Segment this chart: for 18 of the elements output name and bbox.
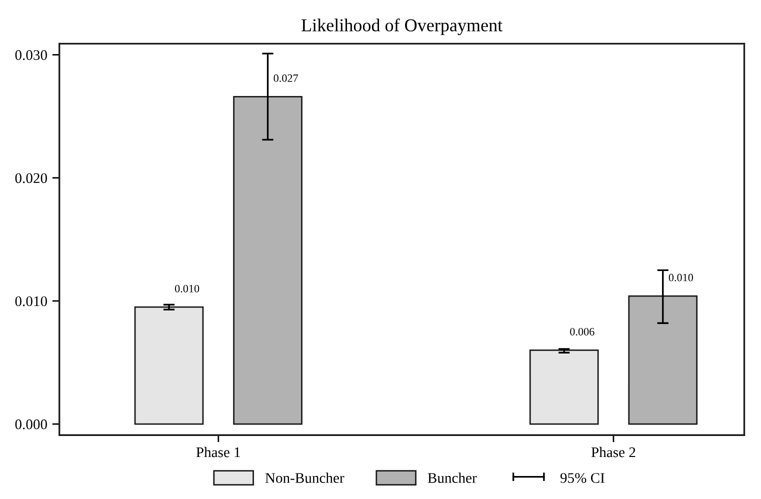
data-label: 0.027 — [274, 74, 298, 82]
y-tick-label: 0.020 — [15, 173, 47, 184]
x-tick-label: Phase 2 — [591, 446, 636, 458]
legend-label: Non-Buncher — [265, 472, 344, 483]
text: 95% CI — [560, 473, 604, 483]
data-label: 0.006 — [570, 328, 594, 336]
x-tick-label: Phase 1 — [196, 446, 240, 458]
data-label: 0.010 — [174, 284, 200, 292]
bar — [233, 96, 302, 425]
bar — [134, 306, 204, 425]
data-label: 0.010 — [668, 274, 693, 282]
y-tick-label: 0.010 — [15, 296, 47, 306]
bar — [628, 295, 698, 425]
legend-label: Buncher — [428, 472, 477, 483]
chart-title: Likelihood of Overpayment — [302, 18, 502, 36]
y-tick-label: 0.000 — [15, 419, 47, 430]
y-tick-label: 0.030 — [15, 50, 47, 60]
bar — [529, 350, 599, 425]
